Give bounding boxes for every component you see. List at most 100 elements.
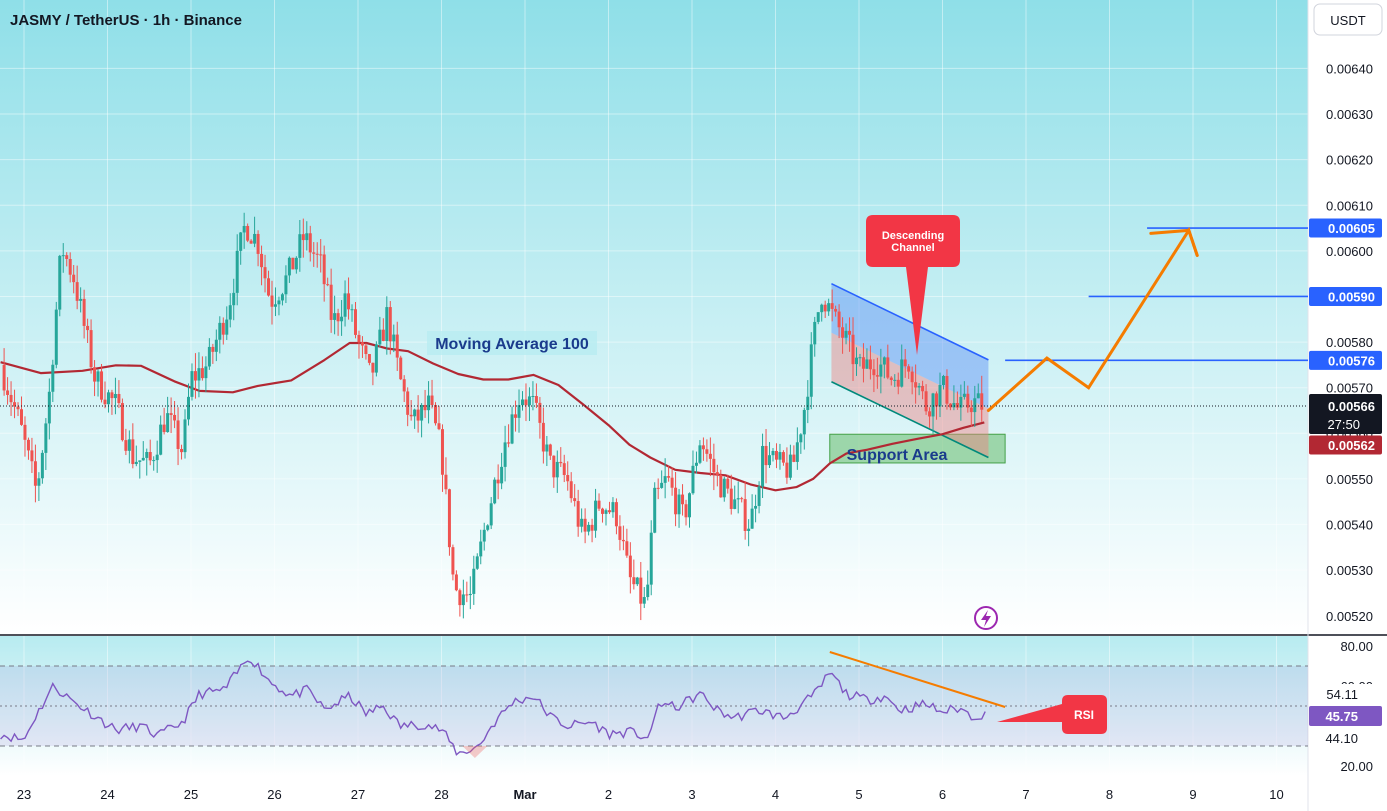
- candle-body-71: [249, 240, 253, 244]
- candle-body-38: [134, 461, 138, 465]
- candle-body-188: [656, 487, 660, 489]
- candle-body-198: [691, 465, 695, 494]
- candle-body-277: [966, 393, 970, 408]
- candle-body-57: [200, 368, 204, 379]
- candle-body-175: [611, 502, 615, 513]
- candle-body-219: [764, 445, 768, 466]
- price-tick-label-10: 0.00620: [1326, 153, 1373, 168]
- candle-body-272: [948, 403, 952, 408]
- candle-body-281: [980, 393, 984, 410]
- candle-body-3: [13, 402, 17, 407]
- candle-body-151: [527, 396, 531, 406]
- candle-body-165: [576, 501, 580, 527]
- candle-body-99: [347, 293, 351, 310]
- candle-body-206: [719, 474, 723, 498]
- candle-body-98: [343, 293, 347, 317]
- candle-body-177: [618, 526, 622, 540]
- candle-body-20: [72, 274, 76, 283]
- rsi-tick-label-2: 20.00: [1340, 759, 1373, 774]
- candle-body-184: [642, 597, 646, 604]
- candle-body-265: [924, 391, 928, 412]
- candle-body-214: [747, 528, 751, 531]
- candle-body-9: [33, 461, 37, 486]
- candle-body-75: [263, 267, 267, 279]
- candle-body-26: [93, 367, 97, 382]
- candle-body-248: [865, 359, 869, 369]
- price-tick-label-12: 0.00640: [1326, 61, 1373, 76]
- candle-body-129: [451, 547, 455, 575]
- candle-body-273: [952, 402, 956, 408]
- candle-body-54: [190, 371, 194, 397]
- candle-body-147: [514, 414, 518, 418]
- candle-body-110: [385, 307, 389, 341]
- candle-body-132: [461, 594, 465, 606]
- candle-body-40: [141, 457, 145, 461]
- candle-body-203: [708, 453, 712, 459]
- candle-body-255: [889, 377, 893, 380]
- candle-body-73: [256, 233, 260, 254]
- candle-body-256: [893, 379, 897, 381]
- candle-body-190: [663, 476, 667, 483]
- time-tick-label-4: 27: [351, 787, 365, 802]
- candle-body-167: [583, 518, 587, 532]
- levels-layer: [0, 227, 1308, 407]
- flash-icon[interactable]: [974, 606, 998, 630]
- candle-body-187: [653, 487, 657, 533]
- candle-body-186: [649, 532, 653, 585]
- candle-body-191: [667, 476, 671, 478]
- candle-body-156: [545, 444, 549, 452]
- candle-body-258: [900, 359, 904, 387]
- candle-body-85: [298, 234, 302, 258]
- candle-body-239: [834, 308, 838, 312]
- candle-body-189: [660, 482, 664, 488]
- candle-body-150: [524, 399, 528, 406]
- candle-body-263: [917, 385, 921, 388]
- time-tick-label-5: 28: [434, 787, 448, 802]
- candle-body-2: [9, 394, 13, 403]
- candle-body-259: [903, 359, 907, 367]
- candle-body-231: [806, 396, 810, 410]
- candle-body-117: [409, 414, 413, 417]
- candle-body-30: [106, 392, 110, 405]
- candle-body-79: [277, 300, 281, 305]
- candle-body-108: [378, 329, 382, 345]
- candle-body-21: [75, 282, 79, 301]
- candle-body-86: [301, 234, 305, 241]
- candle-body-59: [207, 346, 211, 367]
- candle-body-155: [541, 422, 545, 452]
- candle-body-159: [555, 461, 559, 478]
- candle-body-220: [768, 455, 772, 466]
- candle-body-140: [489, 503, 493, 526]
- candle-body-0: [2, 364, 6, 391]
- candle-body-222: [774, 450, 778, 460]
- ma-label: Moving Average 100: [435, 336, 589, 353]
- candle-body-119: [416, 409, 420, 421]
- candle-body-225: [785, 462, 789, 478]
- currency-button[interactable]: USDT: [1313, 3, 1383, 36]
- candle-body-91: [319, 254, 323, 256]
- candle-body-90: [315, 253, 319, 255]
- candle-body-160: [559, 461, 563, 464]
- candle-body-138: [482, 529, 486, 542]
- candle-body-176: [614, 502, 618, 527]
- candle-body-64: [225, 319, 229, 335]
- candle-body-185: [646, 584, 650, 598]
- time-tick-label-10: 5: [855, 787, 862, 802]
- candle-body-33: [117, 393, 121, 404]
- candle-body-226: [788, 454, 792, 478]
- candle-body-24: [86, 325, 90, 331]
- candle-body-244: [851, 334, 855, 365]
- channel-upper-line: [831, 282, 989, 361]
- candle-body-17: [61, 255, 65, 257]
- time-tick-label-15: 10: [1269, 787, 1283, 802]
- candle-body-154: [538, 402, 542, 423]
- candle-body-197: [687, 493, 691, 518]
- candle-body-171: [597, 500, 601, 509]
- price-tick-label-2: 0.00540: [1326, 518, 1373, 533]
- candle-body-232: [809, 344, 813, 397]
- candle-body-84: [294, 257, 298, 270]
- candle-body-240: [837, 311, 841, 328]
- target-price-pill-0: 0.00605: [1328, 221, 1375, 236]
- candle-body-29: [103, 399, 107, 405]
